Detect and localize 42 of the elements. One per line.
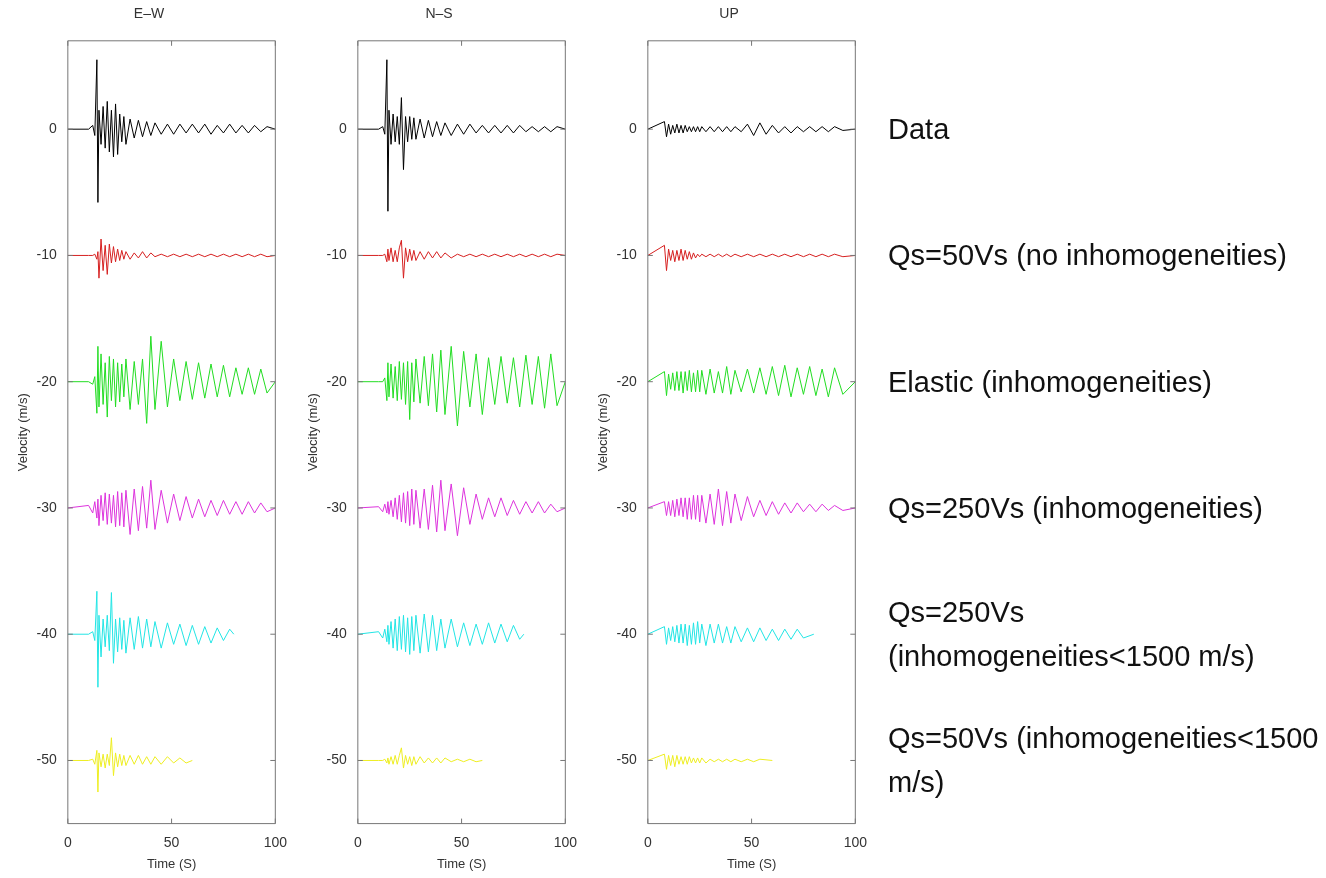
x-tick-label: 100 bbox=[263, 833, 288, 850]
y-axis-title: Velocity (m/s) bbox=[305, 393, 321, 472]
x-tick-label: 50 bbox=[453, 833, 470, 850]
x-tick-label: 0 bbox=[353, 833, 362, 850]
x-tick-label: 50 bbox=[743, 833, 760, 850]
y-tick-label: -30 bbox=[36, 498, 58, 515]
y-tick-label: -10 bbox=[326, 246, 348, 263]
x-tick-label: 100 bbox=[843, 833, 868, 850]
chart-title: UP bbox=[719, 5, 739, 22]
x-axis-title: Time (S) bbox=[436, 855, 487, 871]
x-axis-title: Time (S) bbox=[726, 855, 777, 871]
series-label: Data bbox=[888, 112, 951, 148]
x-tick-label: 100 bbox=[553, 833, 578, 850]
y-tick-label: -40 bbox=[326, 625, 348, 642]
y-tick-label: -50 bbox=[616, 751, 638, 768]
chart-title: E–W bbox=[133, 5, 165, 22]
x-tick-label: 0 bbox=[643, 833, 652, 850]
y-tick-label: -10 bbox=[616, 246, 638, 263]
y-axis-title: Velocity (m/s) bbox=[15, 393, 31, 472]
y-tick-label: 0 bbox=[629, 120, 638, 137]
y-tick-label: -30 bbox=[616, 498, 638, 515]
y-axis-title: Velocity (m/s) bbox=[595, 393, 611, 472]
y-tick-label: -50 bbox=[36, 751, 58, 768]
y-tick-label: -30 bbox=[326, 498, 348, 515]
y-tick-label: -40 bbox=[616, 625, 638, 642]
series-label: Elastic (inhomogeneities) bbox=[888, 364, 1213, 400]
y-tick-label: 0 bbox=[339, 120, 348, 137]
y-tick-label: -20 bbox=[326, 372, 348, 389]
y-tick-label: -50 bbox=[326, 751, 348, 768]
x-axis-title: Time (S) bbox=[146, 855, 197, 871]
x-tick-label: 0 bbox=[63, 833, 72, 850]
y-tick-label: -20 bbox=[616, 372, 638, 389]
chart-title: N–S bbox=[425, 5, 453, 22]
series-label: Qs=250Vs (inhomogeneities) bbox=[888, 490, 1264, 526]
y-tick-label: -10 bbox=[36, 246, 58, 263]
x-tick-label: 50 bbox=[163, 833, 180, 850]
text: Qs=50Vs (inhomogeneities<1500 m/s) bbox=[888, 721, 1320, 801]
text: Qs=250Vs (inhomogeneities<1500 m/s) bbox=[888, 595, 1256, 675]
series-label: Qs=50Vs (no inhomogeneities) bbox=[888, 238, 1288, 274]
y-tick-label: -40 bbox=[36, 625, 58, 642]
y-tick-label: 0 bbox=[49, 120, 58, 137]
y-tick-label: -20 bbox=[36, 372, 58, 389]
